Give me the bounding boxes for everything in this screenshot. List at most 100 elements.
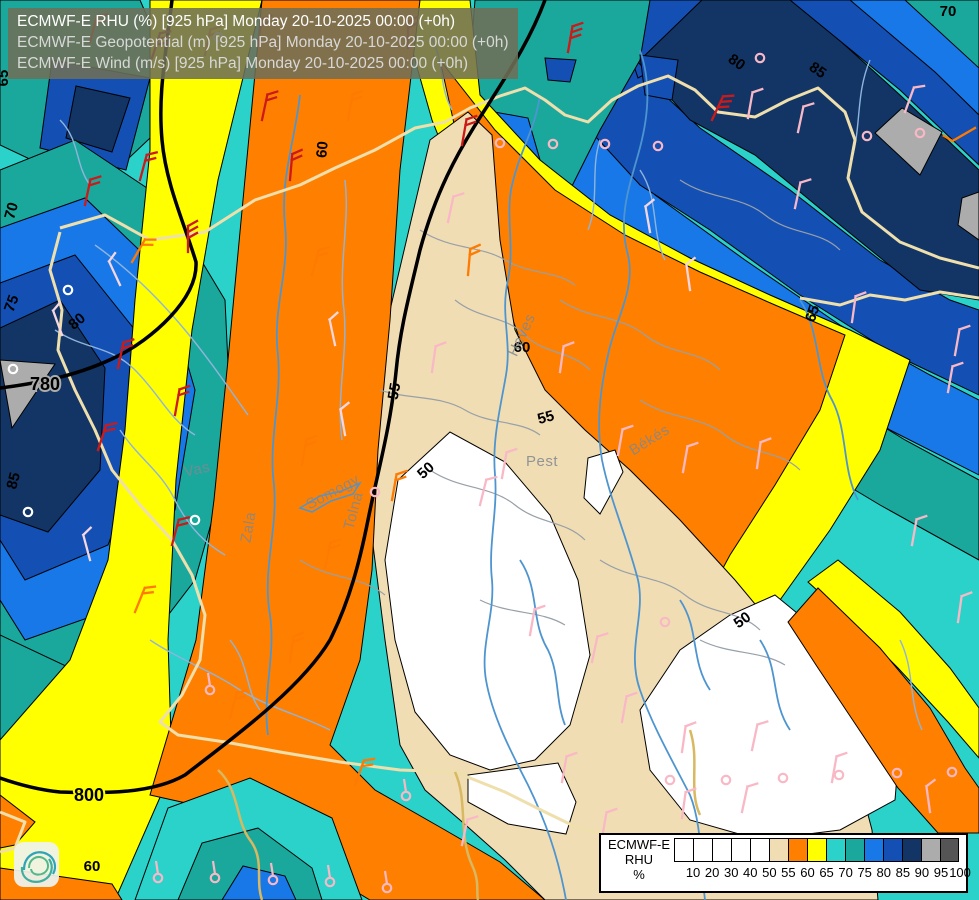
river-minor [639,169,666,261]
title-geopotential-line: ECMWF-E Geopotential (m) [925 hPa] Monda… [17,34,509,51]
river-minor [59,119,91,186]
wind-barb [710,94,735,122]
legend-label: ECMWF-E RHU % [607,837,671,882]
wind-barb [643,198,656,234]
calm-wind-icon [652,140,664,152]
calm-wind-icon [891,767,903,779]
logo-spiral-icon [20,858,53,884]
region-tr-teal-corner [904,0,979,69]
wind-barb [620,691,638,724]
wind-barb [903,84,926,114]
wind-barb [478,475,498,507]
calm-wind-stem [211,860,217,875]
rhu-contour-label: 55 [385,382,405,401]
county-name-label: Pest [526,453,558,470]
wind-barb [590,632,609,664]
calm-wind-icon [599,138,611,150]
river-minor [94,244,249,416]
county-border-line [479,599,566,626]
wind-barb [850,291,867,324]
wind-barb [500,447,518,480]
calm-wind-icon [833,769,845,781]
geopotential-contour-label: 800 [74,785,104,805]
river [483,94,567,900]
rhu-contour-label: 60 [313,141,331,159]
county-name-label: Vas [182,459,211,481]
wind-barb [680,721,697,754]
logo-spiral-icon [28,856,49,876]
river-minor [899,639,923,731]
legend-tick-label: 70 [838,865,853,880]
region-tr-gray-quad [874,107,943,176]
wind-barb [130,237,157,264]
calm-wind-icon [62,284,74,296]
river [598,49,706,900]
wind-barb [173,384,191,417]
rhu-contour-label: 70 [940,3,957,20]
county-border-line [299,559,386,596]
legend-tick-label: 75 [857,865,872,880]
color-scale-legend: ECMWF-E RHU % 10 20 30 40 50 55 60 65 70 75 80 85 90… [599,833,971,893]
region-left-orange-wedge [149,0,546,900]
wind-barb [680,787,697,820]
county-border-line [429,469,586,541]
calm-wind-icon [369,486,381,498]
rhu-contour-label: 85 [3,471,24,492]
legend-swatch [940,838,959,862]
wind-barb [942,126,977,143]
wind-barb [460,815,479,847]
wind-barb [300,434,318,467]
wind-barb [310,245,331,277]
legend-swatch [788,838,807,862]
legend-tick-label: 40 [743,865,758,880]
county-border-line [699,639,786,666]
wind-barb [528,604,546,637]
calm-wind-icon [861,130,873,142]
legend-swatch [674,838,693,862]
legend-tick-label: 65 [819,865,834,880]
county-border-line [379,389,541,436]
wind-barb [924,778,937,814]
calm-wind-stem [326,864,332,879]
county-border-line [639,399,801,471]
wind-barb [946,361,964,394]
country-border [0,810,27,854]
legend-tick-label: 80 [876,865,891,880]
legend-tick-label: 90 [914,865,930,880]
calm-wind-icon [494,137,506,149]
wind-barb [466,243,482,277]
wind-barb [796,102,815,134]
wind-barb [746,87,764,120]
wind-barb [186,219,199,254]
rhu-contour-label: 65 [802,303,823,324]
county-border-line [599,559,761,631]
legend-tick-label: 60 [800,865,815,880]
legend-swatch [864,838,883,862]
title-wind-line: ECMWF-E Wind (m/s) [925 hPa] Monday 20-1… [17,55,468,72]
legend-swatch [769,838,788,862]
calm-wind-icon [547,138,559,150]
wind-barb [170,515,191,547]
wind-barb [51,301,64,337]
region-tr-medblue-ne [789,0,979,166]
legend-swatch [902,838,921,862]
wind-barb [460,114,478,147]
rhu-contour-label: 80 [725,51,748,74]
county-name-label: Zala [237,510,259,544]
geopotential-contour-label: 780 [30,374,60,394]
region-tr-gray-sliver [957,191,979,241]
wind-barb [96,421,118,452]
wind-barb [616,424,634,457]
river-minor [149,639,331,731]
river-minor [54,329,196,436]
wind-barb [755,437,772,470]
legend-unit: % [633,867,645,882]
country-border [59,74,979,270]
calm-wind-icon [946,766,958,778]
wind-barb [956,591,973,624]
calm-wind-icon [659,616,671,628]
wind-barb [750,720,769,752]
legend-swatch [845,838,864,862]
wind-barb [681,441,699,474]
